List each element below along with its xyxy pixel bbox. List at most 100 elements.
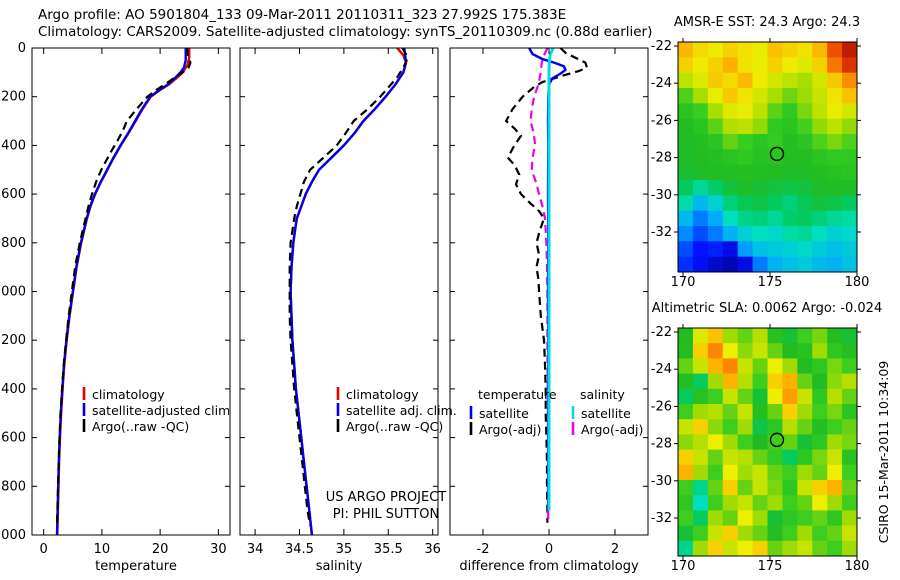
heatmap-cell (827, 256, 843, 273)
heatmap-cell (678, 464, 694, 481)
heatmap-cell (842, 226, 858, 242)
heatmap-cell (707, 434, 724, 450)
heatmap-cell (737, 388, 753, 405)
heatmap-cell (842, 480, 858, 496)
heatmap-cell (707, 404, 724, 420)
heatmap-cell (842, 495, 858, 511)
heatmap-cell (827, 328, 843, 344)
heatmap-cell (767, 210, 783, 227)
heatmap-cell (797, 343, 813, 359)
heatmap-cell (722, 164, 739, 181)
difference-panel: -2 0 2temperaturesatelliteArgo(-adj)salini… (449, 47, 649, 557)
heatmap-cell (842, 118, 858, 135)
heatmap-cell (692, 495, 709, 511)
heatmap-cell (752, 525, 768, 542)
x-tick-label: 2 (611, 542, 619, 557)
heatmap-cell (678, 373, 694, 390)
heatmap-cell (797, 419, 813, 435)
heatmap-cell (707, 480, 724, 496)
heatmap-cell (767, 358, 783, 374)
heatmap-cell (797, 42, 813, 58)
heatmap-cell (812, 373, 828, 390)
heatmap-cell (722, 434, 739, 450)
heatmap-cell (797, 118, 813, 135)
heatmap-cell (782, 103, 798, 120)
heatmap-cell (812, 449, 828, 466)
lat-tick-label: -32 (651, 225, 672, 240)
legend-label: satellite adj. clim. (346, 403, 457, 418)
axis-box (239, 47, 439, 536)
heatmap-cell (678, 241, 694, 258)
heatmap-cell (692, 540, 709, 557)
heatmap-cell (752, 449, 768, 466)
heatmap-cell (737, 434, 753, 450)
heatmap-cell (737, 373, 753, 390)
heatmap-cell (797, 195, 813, 212)
heatmap-cell (737, 449, 753, 466)
heatmap-cell (692, 373, 709, 390)
heatmap-cell (782, 57, 798, 74)
heatmap-cell (737, 42, 753, 58)
heatmap-cell (692, 343, 709, 359)
heatmap-cell (678, 210, 694, 227)
heatmap-cell (842, 149, 858, 166)
heatmap-cell (707, 103, 724, 120)
heatmap-cell (692, 103, 709, 120)
altimetric-sla-map: 170 175 180 -22 -24 -26 -28 -30 -32 (651, 324, 869, 574)
heatmap-cell (782, 118, 798, 135)
heatmap-cell (692, 210, 709, 227)
heatmap-cell (797, 540, 813, 557)
heatmap-cell (842, 449, 858, 466)
heatmap-cell (722, 480, 739, 496)
heatmap-cell (707, 495, 724, 511)
heatmap-cell (797, 134, 813, 150)
heatmap-cell (692, 480, 709, 496)
heatmap-cell (812, 434, 828, 450)
heatmap-cell (827, 72, 843, 89)
heatmap-cell (678, 404, 694, 420)
heatmap-cell (678, 72, 694, 89)
figure-title-line2: Climatology: CARS2009. Satellite-adjuste… (38, 24, 652, 40)
heatmap-cell (722, 134, 739, 150)
heatmap-cell (692, 388, 709, 405)
heatmap-cell (752, 388, 768, 405)
heatmap-cell (737, 241, 753, 258)
heatmap-cell (737, 180, 753, 196)
map-frame (677, 327, 858, 557)
heatmap-cell (782, 373, 798, 390)
heatmap-cell (722, 495, 739, 511)
heatmap-cell (737, 343, 753, 359)
heatmap-cell (812, 72, 828, 89)
heatmap-cell (678, 419, 694, 435)
depth-tick-label: 200 (1, 90, 26, 105)
heatmap-cell (782, 256, 798, 273)
legend-label: climatology (346, 387, 419, 402)
heatmap-cell (707, 388, 724, 405)
heatmap-cell (827, 525, 843, 542)
lat-tick-label: -24 (651, 362, 672, 377)
heatmap-cell (842, 510, 858, 526)
heatmap-cell (812, 88, 828, 104)
heatmap-cell (767, 88, 783, 104)
heatmap-cell (797, 464, 813, 481)
heatmap-cell (678, 164, 694, 181)
heatmap-cell (678, 256, 694, 273)
heatmap-cell (797, 480, 813, 496)
heatmap-cell (752, 118, 768, 135)
heatmap-cell (752, 434, 768, 450)
heatmap-cell (767, 434, 783, 450)
heatmap-cell (842, 72, 858, 89)
heatmap-cell (707, 373, 724, 390)
heatmap-cell (767, 510, 783, 526)
heatmap-cell (722, 419, 739, 435)
lon-tick-label: 175 (758, 559, 783, 574)
legend-label: satellite (479, 406, 529, 421)
heatmap-cell (827, 88, 843, 104)
series-climatology (56, 48, 191, 536)
depth-tick-label: 2000 (0, 528, 26, 543)
heatmap-cell (678, 118, 694, 135)
heatmap-cell (737, 118, 753, 135)
heatmap-cell (707, 510, 724, 526)
